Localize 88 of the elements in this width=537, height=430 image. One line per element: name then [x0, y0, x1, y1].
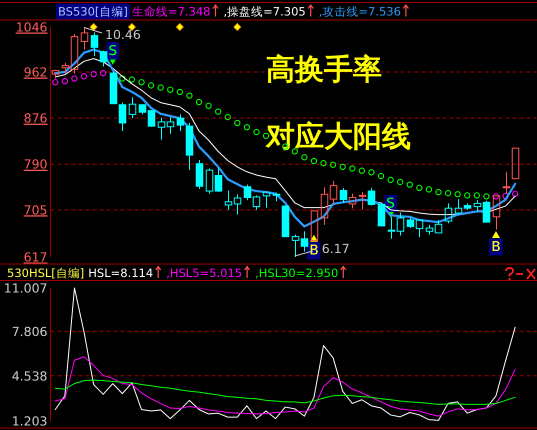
point: [62, 78, 68, 84]
point: [444, 190, 452, 196]
candlestick: [90, 32, 98, 56]
point: [368, 169, 375, 176]
y-tick-label: 1046: [16, 20, 48, 34]
data-label: S: [386, 196, 395, 212]
candlestick: [378, 202, 386, 226]
point: [167, 86, 174, 93]
candlestick: [512, 148, 520, 180]
point: [234, 120, 240, 126]
data-label: B: [309, 242, 319, 259]
annotation: 高换手率: [266, 52, 382, 86]
point: [492, 193, 500, 200]
point: [186, 92, 193, 99]
point: [128, 76, 136, 83]
point: [301, 154, 308, 160]
candlestick: [118, 102, 126, 132]
point: [244, 124, 250, 130]
point: [90, 23, 98, 31]
point: [358, 168, 366, 174]
y-tick-label: 617: [24, 250, 48, 264]
point: [205, 102, 212, 109]
point: [416, 184, 422, 191]
point: [215, 108, 222, 115]
y-tick-label: 4.538: [12, 368, 48, 384]
point: [492, 230, 500, 238]
y-tick-label: 7.806: [12, 324, 48, 339]
point: [310, 158, 318, 164]
candlestick: [492, 195, 500, 230]
line-series: [54, 380, 516, 405]
candlestick: [340, 187, 348, 204]
data-label: S: [108, 42, 118, 59]
y-tick-label: 705: [24, 202, 48, 218]
point: [330, 162, 336, 168]
point: [320, 160, 327, 166]
point: [176, 88, 183, 96]
point: [378, 172, 384, 180]
y-tick-label: 11.007: [4, 280, 48, 296]
candlestick: [368, 187, 376, 206]
data-label: B: [491, 238, 501, 255]
y-tick-label: 790: [24, 156, 48, 172]
y-tick-label: 962: [24, 64, 48, 80]
point: [52, 79, 58, 86]
chart-title: 530HSL[自编]: [7, 266, 84, 280]
point: [100, 70, 106, 76]
point: [176, 23, 184, 31]
point: [349, 165, 356, 172]
line-series: [54, 356, 516, 417]
point: [158, 84, 164, 91]
point: [138, 79, 145, 86]
point: [474, 192, 480, 198]
point: [119, 75, 126, 82]
point: [90, 71, 97, 78]
point: [148, 82, 154, 89]
point: [483, 193, 490, 200]
point: [340, 164, 346, 170]
chart-title: BS530[自编]: [58, 4, 128, 18]
point: [435, 188, 442, 196]
point: [387, 176, 394, 183]
text: ,攻击线=7.536: [318, 4, 401, 18]
point: [454, 191, 461, 198]
point: [71, 75, 78, 82]
point: [233, 23, 242, 31]
point: [406, 181, 413, 188]
candlestick: [196, 159, 204, 190]
point: [80, 73, 88, 80]
point: [512, 190, 518, 197]
candlestick: [358, 192, 366, 210]
point: [196, 98, 202, 106]
y-tick-label: 876: [24, 110, 48, 126]
candlestick: [176, 114, 184, 132]
annotation: 对应大阳线: [265, 119, 411, 153]
annotation: 10.46: [105, 27, 141, 42]
text: 生命线=7.348: [132, 4, 210, 18]
point: [224, 114, 231, 120]
line-series: [54, 288, 516, 421]
point: [253, 128, 260, 136]
text: ,操盘线=7.305: [223, 4, 306, 18]
y-tick-label: 1.203: [12, 414, 48, 428]
point: [426, 186, 432, 193]
point: [464, 192, 470, 198]
annotation: 6.17: [322, 241, 350, 256]
text: ,HSL30=2.950: [255, 266, 338, 280]
text: ,HSL5=5.015: [166, 266, 242, 280]
point: [397, 178, 404, 186]
point: [108, 58, 117, 65]
candlestick: [100, 50, 108, 68]
series-label: HSL=8.114: [88, 266, 154, 280]
